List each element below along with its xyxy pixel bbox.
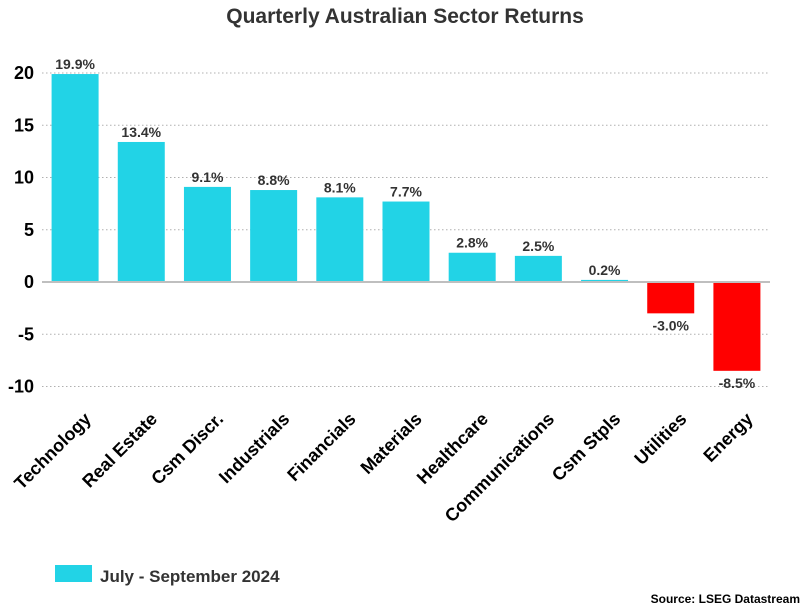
y-tick-label: 10 xyxy=(14,168,34,188)
bar xyxy=(183,186,231,282)
data-label: 13.4% xyxy=(121,124,161,140)
legend-swatch xyxy=(55,565,92,582)
data-label: 8.1% xyxy=(324,179,356,195)
x-tick-label: Financials xyxy=(283,409,359,485)
x-tick-label: Utilities xyxy=(630,409,690,469)
legend-label: July - September 2024 xyxy=(100,567,280,586)
y-tick-label: 0 xyxy=(24,272,34,292)
x-tick-label: Csm Stpls xyxy=(548,409,624,485)
x-tick-label: Communications xyxy=(441,409,558,526)
data-labels: 19.9% 13.4% 9.1% 8.8% 8.1% 7.7% 2.8% 2.5% 0.2% -3… xyxy=(55,56,756,391)
bar xyxy=(316,197,364,282)
data-label: 2.8% xyxy=(456,235,488,251)
bar xyxy=(647,282,695,314)
data-label: -8.5% xyxy=(719,375,756,391)
bar xyxy=(713,282,761,371)
bar xyxy=(51,74,99,282)
y-tick-label: 20 xyxy=(14,63,34,83)
y-tick-label: 15 xyxy=(14,115,34,135)
y-tick-label: -10 xyxy=(8,377,34,397)
y-axis-tick-labels: 20 15 10 5 0 -5 -10 xyxy=(8,63,34,397)
data-label: 7.7% xyxy=(390,184,422,200)
x-tick-label: Energy xyxy=(699,409,756,466)
bar xyxy=(581,279,629,282)
data-label: 19.9% xyxy=(55,56,95,72)
data-label: 9.1% xyxy=(191,169,223,185)
legend: July - September 2024 xyxy=(55,565,280,586)
bar xyxy=(250,190,298,282)
bar xyxy=(382,201,430,282)
x-tick-label: Industrials xyxy=(215,409,294,488)
data-label: -3.0% xyxy=(652,317,689,333)
x-tick-label: Csm Discr. xyxy=(147,409,227,489)
bar xyxy=(448,252,496,282)
bars xyxy=(51,74,761,371)
bar xyxy=(514,255,562,282)
y-tick-label: 5 xyxy=(24,220,34,240)
bar xyxy=(117,141,165,282)
data-label: 8.8% xyxy=(258,172,290,188)
source-note: Source: LSEG Datastream xyxy=(651,592,800,606)
y-tick-label: -5 xyxy=(18,324,34,344)
data-label: 2.5% xyxy=(522,238,554,254)
x-tick-label: Materials xyxy=(356,409,425,478)
data-label: 0.2% xyxy=(589,262,621,278)
chart-title: Quarterly Australian Sector Returns xyxy=(226,5,584,28)
